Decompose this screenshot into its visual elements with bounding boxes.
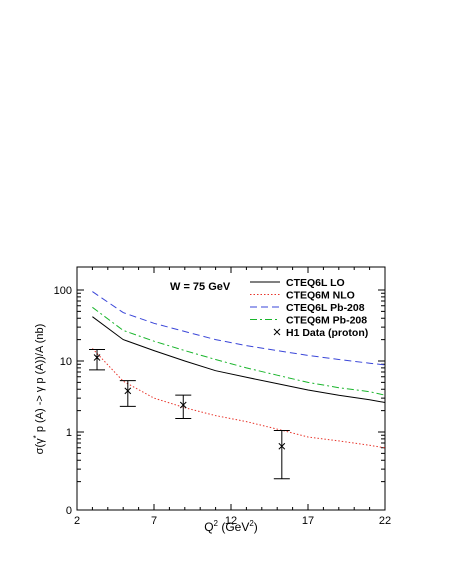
legend-label: H1 Data (proton) (286, 327, 368, 339)
x-axis-label-unit-close: ) (254, 520, 258, 534)
x-tick-label: 17 (302, 515, 314, 527)
x-axis-label-main: Q (204, 520, 213, 534)
legend-label: CTEQ6L LO (286, 277, 345, 289)
y-tick-label: 100 (54, 285, 72, 297)
x-axis-label-unit-open: (GeV (218, 520, 249, 534)
data-point (175, 395, 191, 418)
legend-item: CTEQ6L Pb-208 (250, 302, 365, 314)
legend-item: CTEQ6M NLO (250, 290, 355, 302)
y-axis-label-suffix: p (A) -> γ p (A))/A (nb) (34, 324, 46, 436)
y-tick-label: 1 (66, 427, 72, 439)
legend-item-data: H1 Data (proton) (274, 327, 368, 339)
legend-label: CTEQ6M Pb-208 (286, 315, 367, 327)
x-tick-label: 2 (74, 515, 80, 527)
series-line-2 (92, 349, 385, 448)
y-axis-label: σ(γ* p (A) -> γ p (A))/A (nb) (32, 324, 46, 455)
legend-item: CTEQ6M Pb-208 (250, 315, 367, 327)
legend-item: CTEQ6L LO (250, 277, 345, 289)
x-axis-label: Q2 (GeV2) (204, 519, 258, 534)
chart-annotation: W = 75 GeV (170, 281, 231, 293)
legend-label: CTEQ6L Pb-208 (286, 302, 365, 314)
data-point (120, 381, 136, 407)
y-tick-label: 10 (60, 356, 72, 368)
data-points-layer (89, 350, 290, 479)
x-tick-label: 22 (379, 515, 391, 527)
y-tick-label: 0 (66, 505, 72, 517)
data-point (274, 430, 290, 478)
x-tick-label: 7 (151, 515, 157, 527)
y-axis-label-prefix: σ(γ (34, 438, 46, 454)
legend-label: CTEQ6M NLO (286, 290, 355, 302)
